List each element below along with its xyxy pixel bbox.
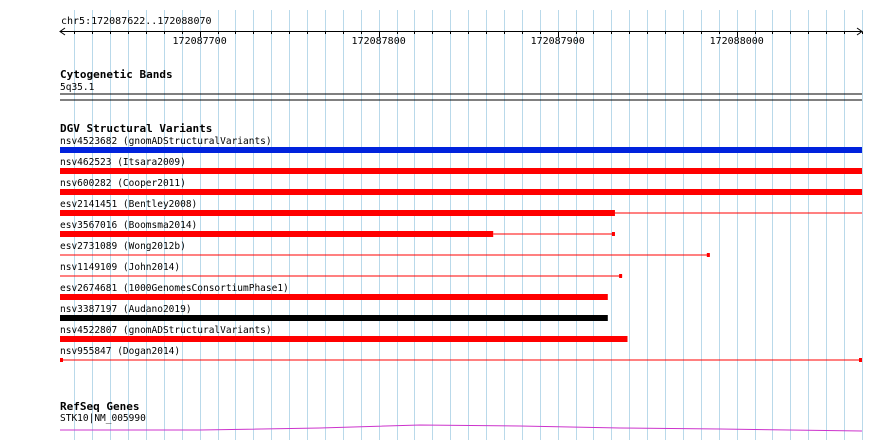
variant-row[interactable]: nsv600282 (Cooper2011): [60, 178, 862, 195]
variant-label: esv2731089 (Wong2012b): [60, 241, 186, 252]
variant-label: nsv1149109 (John2014): [60, 262, 180, 273]
variant-end-cap: [611, 232, 615, 236]
variant-row[interactable]: esv3567016 (Boomsma2014): [60, 220, 615, 237]
variant-label: nsv462523 (Itsara2009): [60, 157, 186, 168]
variant-bar[interactable]: [60, 294, 608, 300]
variant-end-cap: [619, 274, 623, 278]
cytoband-track: Cytogenetic Bands 5q35.1: [60, 68, 862, 101]
variant-label: nsv3387197 (Audano2019): [60, 304, 192, 315]
ruler-tick-label: 172088000: [710, 36, 764, 47]
variant-label: nsv955847 (Dogan2014): [60, 346, 180, 357]
variant-bar-thick[interactable]: [60, 210, 615, 216]
ruler-left-arrow-icon: [59, 27, 66, 36]
variant-bar-thick[interactable]: [60, 231, 494, 237]
variant-label: nsv4523682 (gnomADStructuralVariants): [60, 136, 272, 147]
track-title-refseq: RefSeq Genes: [60, 400, 139, 413]
refseq-gene-label[interactable]: STK10|NM_005990: [60, 413, 146, 424]
variant-row[interactable]: nsv1149109 (John2014): [60, 262, 623, 278]
ruler-tick-label: 172087900: [531, 36, 585, 47]
variant-bar[interactable]: [60, 315, 608, 321]
variant-bar[interactable]: [60, 168, 862, 174]
variant-label: nsv600282 (Cooper2011): [60, 178, 186, 189]
variant-row[interactable]: nsv3387197 (Audano2019): [60, 304, 608, 321]
cytoband-label: 5q35.1: [60, 82, 95, 93]
variant-bar[interactable]: [60, 147, 862, 153]
variant-bar[interactable]: [60, 336, 628, 342]
variant-row[interactable]: nsv4523682 (gnomADStructuralVariants): [60, 136, 862, 153]
refseq-track: RefSeq Genes STK10|NM_005990: [60, 400, 863, 432]
grid-lines: [74, 10, 863, 440]
variant-row[interactable]: nsv4522807 (gnomADStructuralVariants): [60, 325, 628, 342]
variant-row[interactable]: nsv462523 (Itsara2009): [60, 157, 862, 174]
ruler[interactable]: 172087700 172087800 172087900 172088000: [59, 27, 863, 47]
variant-row[interactable]: nsv955847 (Dogan2014): [60, 346, 862, 362]
variant-label: esv3567016 (Boomsma2014): [60, 220, 197, 231]
ruler-tick-label: 172087800: [352, 36, 406, 47]
variant-start-cap: [60, 358, 63, 362]
track-title-dgv: DGV Structural Variants: [60, 122, 212, 135]
track-title-cytogenetic-bands: Cytogenetic Bands: [60, 68, 173, 81]
variant-list: nsv4523682 (gnomADStructuralVariants) nsv…: [60, 136, 862, 362]
variant-row[interactable]: esv2674681 (1000GenomesConsortiumPhase1): [60, 283, 608, 300]
variant-end-cap: [859, 358, 862, 362]
location-label: chr5:172087622..172088070: [61, 16, 212, 27]
variant-bar[interactable]: [60, 189, 862, 195]
dgv-track: DGV Structural Variants nsv4523682 (gnom…: [60, 122, 862, 362]
variant-label: nsv4522807 (gnomADStructuralVariants): [60, 325, 272, 336]
refseq-gene-feature[interactable]: [60, 424, 863, 432]
variant-label: esv2141451 (Bentley2008): [60, 199, 197, 210]
variant-row[interactable]: esv2141451 (Bentley2008): [60, 199, 862, 216]
variant-label: esv2674681 (1000GenomesConsortiumPhase1): [60, 283, 289, 294]
variant-end-cap: [706, 253, 710, 257]
variant-row[interactable]: esv2731089 (Wong2012b): [60, 241, 710, 257]
ruler-tick-label: 172087700: [173, 36, 227, 47]
